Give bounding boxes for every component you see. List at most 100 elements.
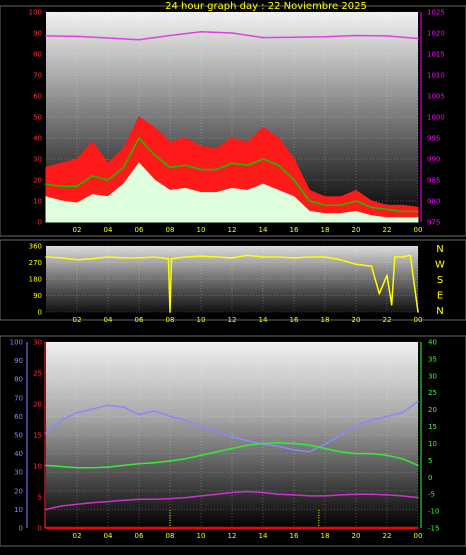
wind-direction-line-point xyxy=(308,256,311,258)
temperature-line-point xyxy=(60,465,63,468)
dewpoint-line-point xyxy=(184,496,187,499)
wind-x-tick: 00 xyxy=(414,226,423,234)
wind-direction-line-point xyxy=(386,274,388,277)
wind-direction-line-point xyxy=(246,254,249,256)
wind-x-tick: 08 xyxy=(166,226,175,234)
direction-x-tick: 20 xyxy=(352,316,361,324)
temperature-line-point xyxy=(324,447,326,450)
pressure-axis-tick: 1005 xyxy=(427,93,445,101)
wind-speed-axis-tick: 10 xyxy=(33,198,42,206)
wind-direction-line-point xyxy=(370,265,373,268)
wind-direction-line-point xyxy=(76,259,78,261)
direction-x-tick: 10 xyxy=(197,316,206,324)
wind-low-area xyxy=(45,162,419,223)
wind-average-line-point xyxy=(91,175,94,177)
compass-letter: E xyxy=(437,291,443,302)
temperature-x-tick: 00 xyxy=(414,532,423,540)
wind-direction-line-point xyxy=(169,311,171,313)
humidity-line-point xyxy=(293,449,295,451)
wind-direction-line-point xyxy=(339,259,342,261)
pressure-axis-tick: 1000 xyxy=(427,114,445,122)
wind-direction-line-point xyxy=(378,292,381,295)
humidity-axis-tick: 40 xyxy=(14,450,23,458)
humidity-line-point xyxy=(169,415,171,418)
wind-direction-line-point xyxy=(409,254,412,256)
humidity-axis-tick: 0 xyxy=(19,525,23,533)
temperature-line-point xyxy=(200,454,202,457)
direction-x-tick: 06 xyxy=(135,316,144,324)
dewpoint-line-point xyxy=(246,490,249,493)
chart-title: 24 hour graph day : 22 Noviembre 2025 xyxy=(165,1,367,12)
pressure-axis-tick: 975 xyxy=(427,219,440,227)
pressure-line-point xyxy=(386,35,388,37)
humidity-line-point xyxy=(324,443,326,446)
temperature-axis-tick: 35 xyxy=(428,355,437,363)
wind-average-line-point xyxy=(417,210,419,213)
temperature-axis-tick: 0 xyxy=(428,474,432,482)
dewpoint-line-point xyxy=(355,493,357,496)
humidity-axis-tick: 50 xyxy=(14,432,23,440)
wind-speed-axis-tick: 60 xyxy=(33,93,42,101)
direction-x-tick: 02 xyxy=(73,316,82,324)
temperature-line-point xyxy=(45,464,47,467)
dewpoint-line-point xyxy=(215,493,218,496)
wind-average-line-point xyxy=(231,162,233,164)
temperature-axis-tick: 5 xyxy=(428,457,432,465)
direction-axis-tick: 90 xyxy=(33,292,42,300)
dewpoint-line-point xyxy=(76,503,78,506)
humidity-line-point xyxy=(277,445,280,448)
pressure-line-point xyxy=(169,34,171,37)
wind-average-line-point xyxy=(215,168,218,171)
temperature-line-point xyxy=(169,460,171,462)
humidity-axis-tick: 20 xyxy=(14,487,23,495)
rain-axis-tick: 0 xyxy=(38,525,42,533)
wind-speed-axis-tick: 100 xyxy=(29,9,42,17)
temperature-x-tick: 10 xyxy=(197,532,206,540)
direction-x-tick: 14 xyxy=(259,316,268,324)
humidity-line-point xyxy=(401,411,404,414)
direction-x-tick: 08 xyxy=(166,316,175,324)
temperature-line-point xyxy=(370,452,373,455)
direction-axis-tick: 0 xyxy=(38,309,42,317)
dewpoint-line-point xyxy=(153,498,156,501)
wind-average-line-point xyxy=(153,154,156,156)
humidity-line-point xyxy=(45,432,47,434)
pressure-axis-tick: 985 xyxy=(427,177,440,185)
rain-axis-tick: 30 xyxy=(33,339,42,347)
pressure-line-point xyxy=(231,32,233,34)
pressure-line-point xyxy=(293,36,295,38)
humidity-line-point xyxy=(153,410,156,412)
pressure-line-point xyxy=(417,37,419,40)
temperature-line-point xyxy=(122,464,125,467)
dewpoint-line-point xyxy=(45,508,47,511)
wind-direction-line-point xyxy=(167,258,170,260)
humidity-axis-tick: 80 xyxy=(14,376,23,384)
wind-average-line-point xyxy=(386,208,388,211)
wind-direction-line-point xyxy=(324,256,326,258)
wind-average-line-point xyxy=(138,137,140,139)
wind-speed-axis-tick: 80 xyxy=(33,51,42,59)
temperature-line-point xyxy=(153,461,156,464)
temperature-x-tick: 20 xyxy=(352,532,361,540)
wind-average-line-point xyxy=(339,204,342,206)
wind-x-tick: 10 xyxy=(197,226,206,234)
wind-direction-line-point xyxy=(215,256,218,258)
humidity-line-point xyxy=(200,426,202,429)
humidity-line-point xyxy=(339,434,342,436)
dewpoint-line-point xyxy=(231,491,233,494)
wind-average-line-point xyxy=(45,183,47,185)
pressure-axis-tick: 980 xyxy=(427,198,440,206)
humidity-axis-tick: 60 xyxy=(14,413,23,421)
temperature-x-tick: 02 xyxy=(73,532,82,540)
wind-speed-axis-tick: 70 xyxy=(33,72,42,80)
wind-x-tick: 12 xyxy=(228,226,237,234)
temperature-axis-tick: 25 xyxy=(428,389,437,397)
temperature-line-point xyxy=(401,457,404,460)
temperature-line-point xyxy=(277,442,280,444)
temperature-x-tick: 08 xyxy=(166,532,175,540)
wind-direction-line-point xyxy=(122,257,125,259)
wind-speed-axis-tick: 50 xyxy=(33,114,42,122)
dewpoint-line-point xyxy=(138,498,140,501)
wind-speed-axis-tick: 40 xyxy=(33,135,42,143)
wind-direction-line-point xyxy=(91,258,94,260)
